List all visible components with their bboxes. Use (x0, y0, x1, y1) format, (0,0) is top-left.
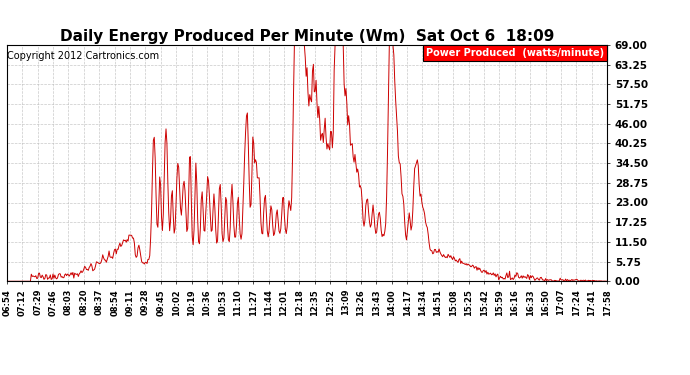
Title: Daily Energy Produced Per Minute (Wm)  Sat Oct 6  18:09: Daily Energy Produced Per Minute (Wm) Sa… (60, 29, 554, 44)
Text: Power Produced  (watts/minute): Power Produced (watts/minute) (426, 48, 604, 58)
Text: Copyright 2012 Cartronics.com: Copyright 2012 Cartronics.com (7, 51, 159, 61)
